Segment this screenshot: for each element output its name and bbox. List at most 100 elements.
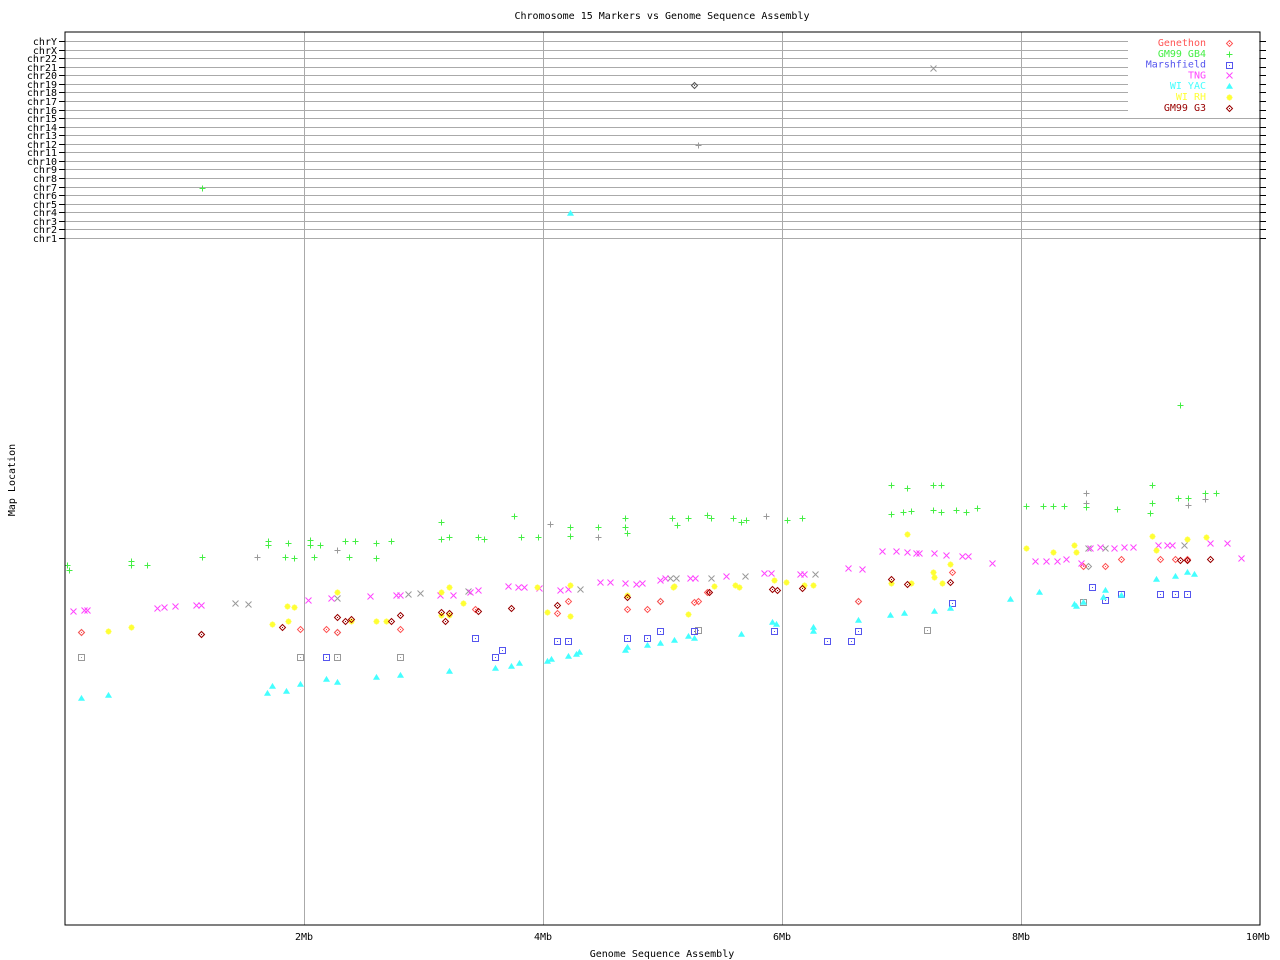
data-point-tng — [913, 550, 920, 557]
data-point-tng — [893, 548, 900, 555]
chromosome-label: chrY — [33, 37, 57, 48]
data-point-gm99-gb4 — [1083, 504, 1090, 511]
data-point-tng — [172, 603, 179, 610]
data-point-tng — [597, 579, 604, 586]
gray-data-point — [254, 554, 261, 561]
data-point-genethon — [322, 625, 331, 634]
data-point-genethon — [564, 597, 573, 606]
data-point-wi-yac — [263, 689, 272, 696]
legend-marker-triangle-icon — [1225, 82, 1234, 89]
data-point-gm99-gb4 — [704, 512, 711, 519]
data-point-gm99-gb4 — [963, 509, 970, 516]
data-point-wi-rh — [291, 604, 298, 611]
data-point-gm99-gb4 — [282, 554, 289, 561]
data-point-wi-yac — [809, 627, 818, 634]
data-point-gm99-gb4 — [307, 542, 314, 549]
data-point-gm99-gb4 — [1185, 495, 1192, 502]
data-point-genethon — [854, 597, 863, 606]
data-point-wi-rh — [904, 531, 911, 538]
chromosome-label: chr3 — [33, 217, 57, 228]
data-point-gm99-gb4 — [904, 485, 911, 492]
data-point-gm99-gb4 — [1149, 482, 1156, 489]
data-point-gm99-gb4 — [674, 522, 681, 529]
plot-frame — [64, 31, 1261, 926]
gray-data-point — [465, 588, 472, 595]
data-point-wi-yac — [372, 673, 381, 680]
legend-label: WI RH — [1176, 92, 1206, 103]
data-point-tng — [692, 575, 699, 582]
data-point-wi-rh — [1073, 549, 1080, 556]
data-point-marshfield — [323, 654, 330, 661]
data-point-gm99-gb4 — [888, 511, 895, 518]
chromosome-label: chr21 — [27, 63, 57, 74]
data-point-gm99-g3 — [445, 609, 454, 618]
data-point-tng — [931, 550, 938, 557]
data-point-wi-yac — [564, 652, 573, 659]
legend-label: GM99 GB4 — [1158, 49, 1206, 60]
data-point-wi-yac — [670, 636, 679, 643]
data-point-genethon — [1079, 562, 1088, 571]
data-point-wi-yac — [930, 607, 939, 614]
data-point-wi-rh — [801, 582, 808, 589]
chromosome-label: chr16 — [27, 106, 57, 117]
data-point-wi-rh — [1050, 549, 1057, 556]
gray-data-point — [673, 575, 680, 582]
chromosome-label: chr18 — [27, 88, 57, 99]
data-point-wi-yac — [296, 680, 305, 687]
legend-marker-cross-icon — [1226, 72, 1233, 79]
data-point-genethon — [553, 609, 562, 618]
gray-data-point — [1202, 496, 1209, 503]
data-point-wi-yac — [1006, 595, 1015, 602]
data-point-wi-yac — [104, 691, 113, 698]
data-point-wi-rh — [1153, 547, 1160, 554]
data-point-genethon — [1183, 555, 1192, 564]
data-point-tng — [1111, 545, 1118, 552]
data-point-tng — [81, 607, 88, 614]
gray-data-point — [334, 547, 341, 554]
data-point-wi-yac — [77, 694, 86, 701]
data-point-wi-yac — [1171, 572, 1180, 579]
data-point-tng — [768, 570, 775, 577]
data-point-tng — [515, 584, 522, 591]
data-point-wi-rh — [128, 624, 135, 631]
data-point-gm99-g3 — [553, 601, 562, 610]
legend-label: Marshfield — [1146, 60, 1206, 71]
data-point-gm99-gb4 — [708, 515, 715, 522]
data-point-tng — [1224, 540, 1231, 547]
data-point-wi-rh — [1184, 536, 1191, 543]
data-point-wi-rh — [732, 582, 739, 589]
data-point-wi-yac — [643, 641, 652, 648]
data-point-gm99-g3 — [387, 617, 396, 626]
data-point-tng — [198, 602, 205, 609]
data-point-wi-rh — [334, 589, 341, 596]
data-point-wi-rh — [624, 592, 631, 599]
data-point-wi-yac — [445, 667, 454, 674]
data-point-genethon — [690, 598, 699, 607]
data-point-gm99-gb4 — [1149, 500, 1156, 507]
data-point-gm99-gb4 — [1114, 506, 1121, 513]
data-point-gm99-gb4 — [624, 530, 631, 537]
data-point-wi-rh — [783, 579, 790, 586]
data-point-gm99-gb4 — [199, 554, 206, 561]
legend-label: Genethon — [1158, 38, 1206, 49]
data-point-gm99-gb4 — [622, 524, 629, 531]
gray-data-point — [667, 575, 674, 582]
data-point-wi-rh — [947, 561, 954, 568]
gray-data-point — [417, 590, 424, 597]
legend-background — [1128, 36, 1259, 113]
data-point-gm99-g3 — [347, 615, 356, 624]
data-point-wi-rh — [931, 574, 938, 581]
chromosome-label: chr10 — [27, 157, 57, 168]
data-point-wi-rh — [711, 583, 718, 590]
data-point-gm99-gb4 — [346, 554, 353, 561]
data-point-wi-yac — [491, 664, 500, 671]
data-point-wi-yac — [1099, 593, 1108, 600]
other-chromosome-point — [930, 65, 937, 72]
data-point-wi-rh — [446, 584, 453, 591]
chromosome-label: chr14 — [27, 123, 57, 134]
data-point-tng — [879, 548, 886, 555]
gray-data-point — [334, 595, 341, 602]
chromosome-label: chr13 — [27, 131, 57, 142]
data-point-gm99-gb4 — [888, 482, 895, 489]
data-point-genethon — [948, 568, 957, 577]
